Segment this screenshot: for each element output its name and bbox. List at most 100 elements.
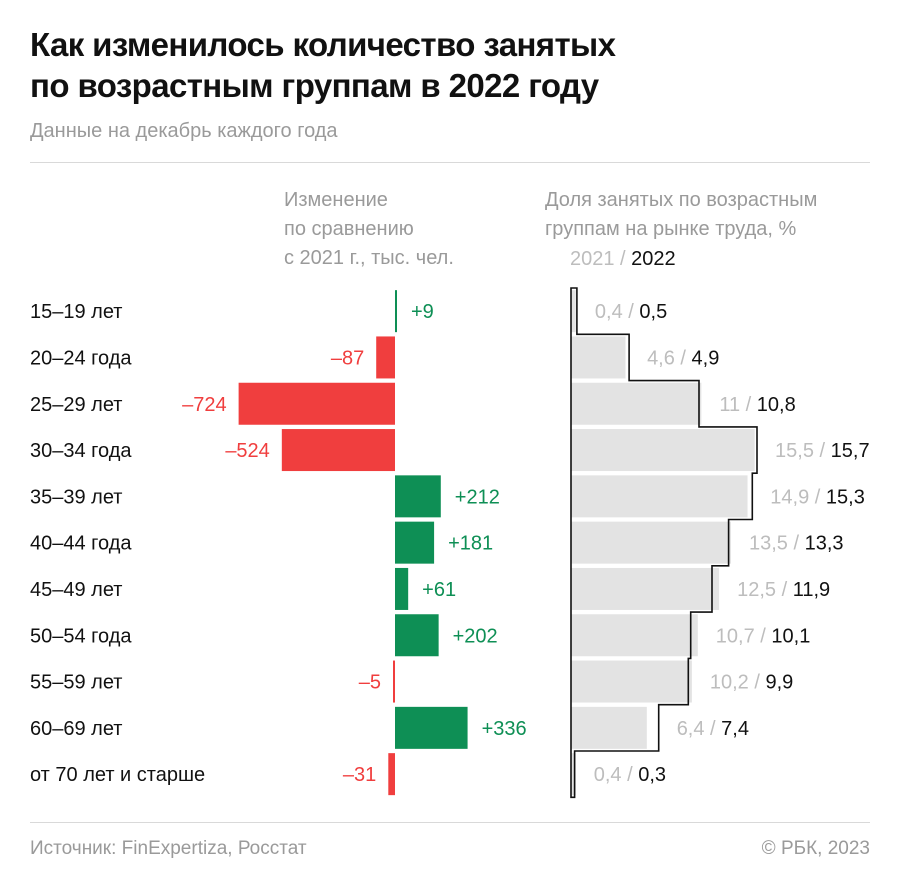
share-value-2021: 6,4 [677,718,705,740]
share-value-2021: 12,5 [737,579,776,601]
change-value-label: –31 [343,764,376,786]
change-bar-negative [393,660,395,703]
share-value-2022: 11,9 [793,579,830,601]
page-title: Как изменилось количество занятых по воз… [30,24,850,106]
share-value-label: 0,4 / 0,5 [595,301,667,323]
category-label: 15–19 лет [30,301,122,323]
share-value-2021: 0,4 [594,764,622,786]
category-label: 50–54 года [30,625,132,647]
share-value-separator: / [705,718,722,740]
subtitle: Данные на декабрь каждого года [30,120,338,142]
category-label: 30–34 года [30,440,132,462]
change-value-label: +181 [448,533,493,555]
share-value-2021: 4,6 [647,347,675,369]
category-label: 25–29 лет [30,394,122,416]
share-value-separator: / [622,764,639,786]
share-value-2021: 13,5 [749,533,788,555]
share-2021-bar [571,382,702,425]
share-2021-bar [571,336,626,379]
share-2021-bar [571,429,755,472]
share-value-separator: / [755,625,772,647]
change-header-line-1: Изменение [284,189,388,211]
share-value-separator: / [675,347,692,369]
share-value-2022: 0,3 [638,764,666,786]
share-value-label: 15,5 / 15,7 [775,440,870,462]
share-value-label: 12,5 / 11,9 [737,579,830,601]
share-2021-bar [571,475,748,518]
change-bar-positive [395,475,441,518]
share-value-label: 11 / 10,8 [719,394,795,416]
change-value-label: +9 [411,301,434,323]
change-bar-negative [376,336,395,379]
share-header-line-2: группам на рынке труда, % [545,218,797,240]
change-bar-positive [395,567,409,610]
change-value-label: –5 [359,672,381,694]
share-value-2021: 14,9 [770,486,809,508]
legend-separator: / [614,248,632,270]
share-2021-bar [571,290,576,333]
change-bar-negative [388,753,395,796]
share-value-separator: / [740,394,757,416]
change-header-line-3: с 2021 г., тыс. чел. [284,247,454,269]
share-value-label: 6,4 / 7,4 [677,718,749,740]
share-2021-bar [571,567,720,610]
change-bar-negative [281,429,395,472]
category-label: 20–24 года [30,347,132,369]
share-year-legend: 2021 / 2022 [570,245,676,273]
change-bar-negative [238,382,395,425]
share-value-2022: 15,7 [831,440,870,462]
change-value-label: +202 [453,625,498,647]
change-value-label: +336 [482,718,527,740]
share-value-2021: 10,2 [710,672,749,694]
share-value-2021: 15,5 [775,440,814,462]
share-value-separator: / [623,301,640,323]
change-bar-positive [395,290,397,333]
share-value-label: 14,9 / 15,3 [770,486,865,508]
share-value-label: 4,6 / 4,9 [647,347,719,369]
title-line-2: по возрастным группам в 2022 году [30,67,599,104]
share-value-2022: 7,4 [721,718,749,740]
change-bar-positive [395,614,439,657]
share-2021-bar [571,614,698,657]
change-header-line-2: по сравнению [284,218,414,240]
share-value-2021: 0,4 [595,301,623,323]
category-label: 45–49 лет [30,579,122,601]
legend-year-2021: 2021 [570,248,615,270]
share-value-2022: 13,3 [805,533,844,555]
share-2021-bar [571,521,731,564]
change-bar-positive [395,521,435,564]
share-column-header: Доля занятых по возрастным группам на ры… [545,186,817,244]
category-label: 35–39 лет [30,486,122,508]
share-2021-bar [571,660,692,703]
share-2021-bar [571,706,647,749]
share-value-label: 0,4 / 0,3 [594,764,666,786]
category-label: 40–44 года [30,533,132,555]
change-column-header: Изменение по сравнению с 2021 г., тыс. ч… [284,186,454,273]
share-value-separator: / [809,486,826,508]
share-header-line-1: Доля занятых по возрастным [545,189,818,211]
share-value-2022: 0,5 [639,301,667,323]
share-value-separator: / [776,579,793,601]
change-bar-positive [395,706,468,749]
share-value-label: 13,5 / 13,3 [749,533,844,555]
share-value-label: 10,7 / 10,1 [716,625,811,647]
share-value-2022: 15,3 [826,486,865,508]
change-value-label: –87 [331,347,364,369]
share-2021-bar [571,753,576,796]
share-value-separator: / [814,440,831,462]
share-value-separator: / [749,672,766,694]
share-value-2021: 11 [719,394,740,416]
share-value-2022: 4,9 [692,347,720,369]
category-label: 60–69 лет [30,718,122,740]
category-label: от 70 лет и старше [30,764,205,786]
share-value-separator: / [788,533,805,555]
change-value-label: –524 [225,440,270,462]
category-label: 55–59 лет [30,672,122,694]
change-value-label: –724 [182,394,227,416]
title-line-1: Как изменилось количество занятых [30,26,616,63]
share-value-label: 10,2 / 9,9 [710,672,793,694]
divider-top [30,162,870,163]
share-value-2022: 9,9 [765,672,793,694]
change-value-label: +212 [455,486,500,508]
